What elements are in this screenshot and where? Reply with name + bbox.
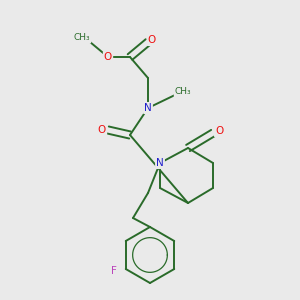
Text: CH₃: CH₃ xyxy=(175,88,191,97)
Text: O: O xyxy=(148,35,156,45)
Text: N: N xyxy=(156,158,164,168)
Text: O: O xyxy=(104,52,112,62)
Text: O: O xyxy=(98,125,106,135)
Text: N: N xyxy=(144,103,152,113)
Text: CH₃: CH₃ xyxy=(74,34,90,43)
Text: F: F xyxy=(111,266,117,276)
Text: O: O xyxy=(215,126,223,136)
